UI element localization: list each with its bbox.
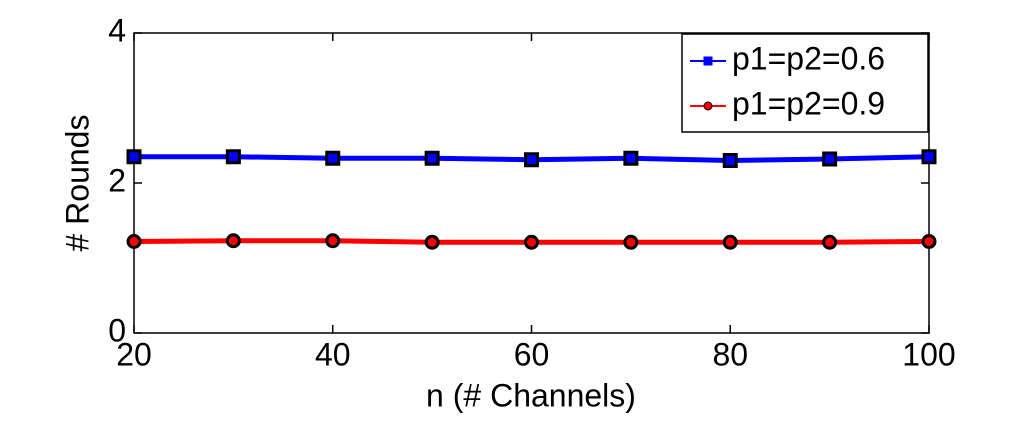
- legend-marker: [703, 56, 713, 66]
- data-point: [822, 151, 838, 167]
- data-point: [722, 234, 738, 250]
- data-point: [524, 152, 539, 168]
- y-axis-label: # Rounds: [59, 115, 95, 252]
- y-tick-label: 4: [108, 12, 126, 48]
- data-point: [921, 234, 937, 249]
- legend-marker: [703, 101, 713, 111]
- x-tick-label: 100: [902, 336, 955, 372]
- legend-label: p1=p2=0.6: [732, 40, 885, 76]
- data-point: [225, 233, 241, 249]
- data-point: [722, 153, 738, 168]
- data-point: [325, 233, 341, 249]
- x-tick-label: 40: [315, 336, 351, 372]
- x-tick-label: 60: [514, 336, 550, 372]
- data-point: [623, 234, 639, 250]
- y-tick-label: 2: [108, 162, 126, 198]
- data-point: [524, 234, 539, 250]
- data-point: [225, 149, 241, 165]
- data-point: [921, 149, 937, 165]
- data-point: [126, 149, 142, 165]
- data-point: [424, 234, 440, 250]
- legend-label: p1=p2=0.9: [732, 85, 885, 121]
- data-point: [424, 150, 440, 166]
- data-point: [325, 150, 341, 166]
- x-tick-label: 20: [116, 336, 152, 372]
- data-point: [623, 150, 639, 166]
- legend-box: [681, 33, 929, 133]
- data-point: [822, 234, 838, 250]
- data-point: [126, 234, 142, 249]
- y-tick-label: 0: [108, 312, 126, 348]
- x-axis-label: n (# Channels): [426, 377, 636, 413]
- x-tick-label: 80: [712, 336, 748, 372]
